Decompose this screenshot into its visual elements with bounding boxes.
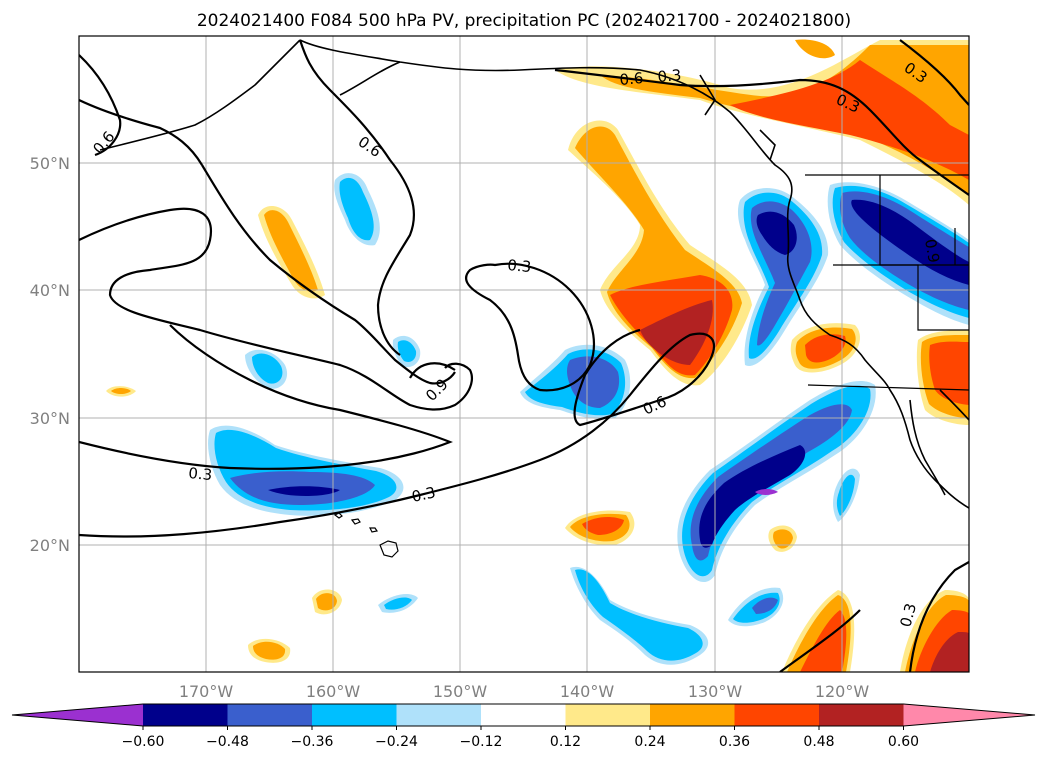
colorbar-extend-max [903,704,1035,726]
precip-area [339,177,374,241]
precip-area [384,597,412,610]
colorbar-segment [143,704,228,726]
lon-label: 160°W [306,682,361,701]
lon-label: 150°W [433,682,488,701]
colorbar-segment [227,704,313,726]
colorbar-segment [819,704,904,726]
precip-area [252,353,283,384]
precip-area [795,39,835,59]
precip-area [268,486,340,497]
precip-area [253,641,286,660]
precip-area [836,474,855,516]
colorbar-segment [734,704,820,726]
colorbar-tick-label: −0.60 [122,734,165,750]
lon-label: 120°W [815,682,870,701]
map-frame [78,35,970,673]
precip-area [930,632,969,672]
contour-label: 0.6 [619,69,644,89]
precip-area [752,597,778,614]
precip-area [699,445,806,548]
precip-area [111,388,131,394]
lat-label: 50°N [30,154,70,173]
colorbar-tick-label: −0.48 [206,734,249,750]
hawaii-islands [333,512,399,558]
colorbar-tick-label: 0.48 [803,734,834,750]
precip-area [640,300,713,365]
map-title: 2024021400 F084 500 hPa PV, precipitatio… [197,11,851,31]
lon-label: 170°W [179,682,234,701]
longitude-labels: 170°W 160°W 150°W 140°W 130°W 120°W [179,682,870,701]
lat-label: 40°N [30,281,70,300]
lon-label: 130°W [688,682,743,701]
colorbar-segment [481,704,566,726]
precip-area [575,569,703,661]
colorbar-extend-min [12,704,143,726]
precip-area [690,404,852,561]
precip-area [756,211,797,255]
colorbar-tick-label: 0.36 [719,734,750,750]
lat-label: 20°N [30,536,70,555]
colorbar-segment [312,704,397,726]
colorbar-segment [565,704,651,726]
contour-label: 0.9 [921,238,943,265]
precip-area [755,489,778,495]
colorbar-segment [650,704,735,726]
colorbar-tick-label: −0.12 [460,734,503,750]
lat-label: 30°N [30,409,70,428]
precip-area [851,199,969,285]
colorbar-tick-label: −0.36 [291,734,334,750]
contour-label: 0.3 [657,66,682,86]
precip-area [397,340,417,362]
precip-area [316,593,337,611]
contour-label: 0.3 [188,464,213,484]
colorbar-tick-label: 0.60 [888,734,919,750]
colorbar: −0.60 −0.48 −0.36 −0.24 −0.12 0.12 0.24 0.36 0.4… [11,703,1036,750]
contour-label: 0.3 [896,601,920,629]
colorbar-tick-label: 0.24 [634,734,665,750]
latitude-labels: 50°N 40°N 30°N 20°N [30,154,70,555]
pv-contours [79,39,969,672]
contour-label: 0.3 [507,256,532,276]
coastlines [99,39,969,509]
map-panel: 0.3 0.6 0.9 0.3 0.6 0.3 0.3 0.6 0.9 0.3 … [78,35,970,673]
colorbar-segment [396,704,482,726]
colorbar-tick-label: −0.24 [375,734,418,750]
precip-area [582,516,624,535]
precip-area [264,210,318,292]
precip-area [805,334,846,363]
precip-area [773,529,793,549]
contour-label: 0.3 [410,483,437,506]
colorbar-tick-label: 0.12 [550,734,581,750]
precip-area [567,356,620,408]
lon-label: 140°W [560,682,615,701]
